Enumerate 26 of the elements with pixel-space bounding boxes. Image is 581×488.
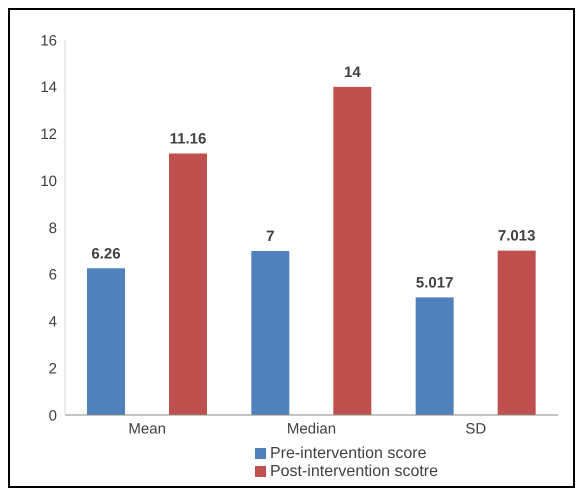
data-label: 5.017: [416, 274, 454, 292]
x-tick-label: SD: [465, 420, 486, 438]
y-tick-label: 0: [48, 407, 57, 424]
y-tick-label: 14: [40, 79, 57, 96]
y-tick-label: 12: [40, 126, 57, 144]
bar: [87, 268, 125, 415]
y-tick-label: 2: [48, 360, 57, 378]
bar: [416, 297, 454, 415]
legend-label: Post-intervention scotre: [270, 463, 438, 480]
y-tick-label: 4: [48, 314, 57, 331]
y-tick-label: 8: [48, 220, 57, 237]
data-label: 7: [266, 228, 275, 245]
bar: [169, 153, 207, 415]
x-tick-label: Mean: [128, 420, 166, 438]
y-tick-label: 16: [40, 32, 57, 50]
y-tick-label: 6: [48, 266, 57, 284]
data-label: 11.16: [170, 130, 206, 148]
x-tick-label: Median: [286, 420, 336, 438]
legend-label: Pre-intervention score: [270, 445, 426, 462]
data-label: 6.26: [91, 245, 121, 262]
bar: [498, 250, 536, 415]
bar: [251, 250, 290, 415]
data-label: 14: [344, 64, 362, 81]
data-label: 7.013: [498, 228, 536, 245]
bar: [333, 86, 372, 415]
y-tick-label: 10: [40, 172, 57, 190]
